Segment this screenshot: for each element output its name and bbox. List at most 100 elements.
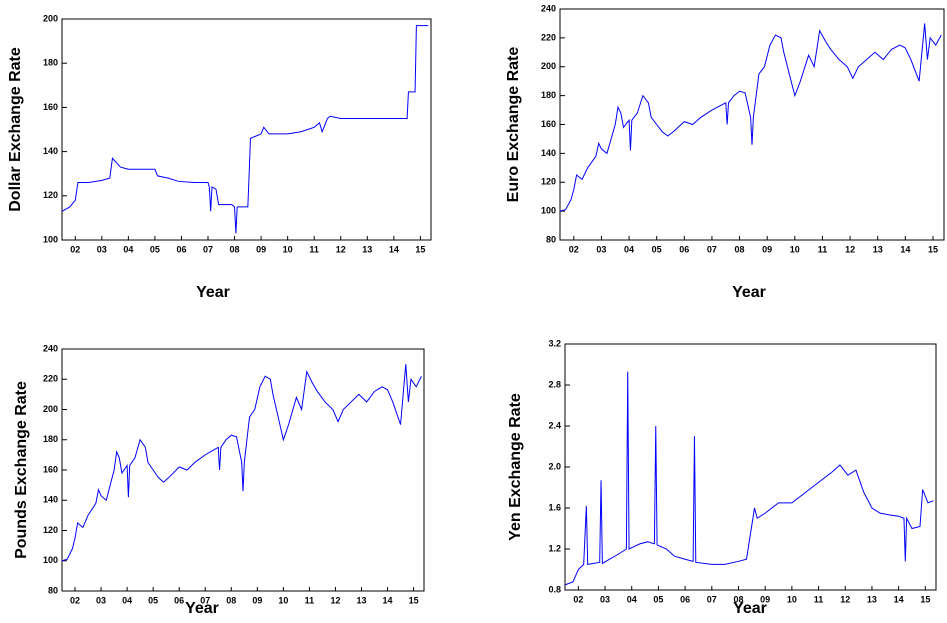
x-tick-label: 12 bbox=[840, 594, 850, 604]
x-tick-label: 05 bbox=[653, 594, 663, 604]
y-axis-title: Euro Exchange Rate bbox=[505, 47, 522, 203]
plot-frame bbox=[559, 8, 945, 241]
x-tick-label: 13 bbox=[362, 244, 372, 254]
y-tick-label: 2.4 bbox=[548, 420, 561, 430]
x-tick-label: 12 bbox=[330, 595, 340, 605]
x-tick-label: 10 bbox=[278, 595, 288, 605]
x-tick-label: 07 bbox=[200, 595, 210, 605]
y-tick-label: 200 bbox=[541, 61, 556, 71]
plot-frame bbox=[61, 348, 425, 592]
x-tick-label: 02 bbox=[70, 244, 80, 254]
x-tick-label: 09 bbox=[256, 244, 266, 254]
y-tick-label: 100 bbox=[43, 555, 58, 565]
y-tick-label: 2.0 bbox=[548, 461, 561, 471]
y-tick-label: 180 bbox=[43, 58, 58, 68]
line-series bbox=[564, 371, 934, 586]
y-tick-label: 100 bbox=[43, 234, 58, 244]
x-tick-label: 11 bbox=[305, 595, 315, 605]
y-tick-label: 140 bbox=[43, 146, 58, 156]
x-tick-label: 02 bbox=[569, 244, 579, 254]
y-tick-label: 160 bbox=[541, 119, 556, 129]
x-tick-label: 08 bbox=[733, 594, 743, 604]
x-tick-label: 03 bbox=[600, 594, 610, 604]
y-axis-title: Yen Exchange Rate bbox=[507, 393, 524, 541]
y-tick-label: 1.6 bbox=[548, 502, 561, 512]
x-tick-label: 14 bbox=[894, 594, 904, 604]
x-tick-label: 11 bbox=[818, 244, 828, 254]
x-tick-label: 15 bbox=[920, 594, 930, 604]
x-tick-label: 05 bbox=[652, 244, 662, 254]
x-tick-label: 10 bbox=[790, 244, 800, 254]
y-tick-label: 200 bbox=[43, 13, 58, 23]
y-tick-label: 2.8 bbox=[548, 379, 561, 389]
y-tick-label: 3.2 bbox=[548, 338, 561, 348]
line-series bbox=[559, 23, 942, 212]
x-axis-title: Year bbox=[185, 600, 219, 617]
x-tick-label: 14 bbox=[389, 244, 399, 254]
x-axis-title: Year bbox=[196, 284, 230, 301]
line-series bbox=[61, 25, 429, 234]
x-tick-label: 08 bbox=[226, 595, 236, 605]
x-axis-title: Year bbox=[732, 284, 766, 301]
x-tick-label: 08 bbox=[735, 244, 745, 254]
x-tick-label: 11 bbox=[309, 244, 319, 254]
x-tick-label: 15 bbox=[415, 244, 425, 254]
x-tick-label: 07 bbox=[203, 244, 213, 254]
x-tick-label: 02 bbox=[573, 594, 583, 604]
y-axis-title: Dollar Exchange Rate bbox=[7, 47, 24, 212]
y-tick-label: 120 bbox=[43, 190, 58, 200]
x-tick-label: 08 bbox=[230, 244, 240, 254]
x-tick-label: 12 bbox=[336, 244, 346, 254]
y-tick-label: 240 bbox=[541, 3, 556, 13]
x-tick-label: 14 bbox=[383, 595, 393, 605]
x-tick-label: 09 bbox=[252, 595, 262, 605]
x-tick-label: 03 bbox=[96, 595, 106, 605]
y-tick-label: 160 bbox=[43, 464, 58, 474]
y-axis-title: Pounds Exchange Rate bbox=[13, 381, 30, 559]
plot-frame bbox=[61, 18, 432, 241]
y-tick-label: 180 bbox=[541, 90, 556, 100]
y-tick-label: 200 bbox=[43, 404, 58, 414]
x-tick-label: 04 bbox=[624, 244, 634, 254]
x-tick-label: 06 bbox=[176, 244, 186, 254]
x-tick-label: 04 bbox=[122, 595, 132, 605]
y-tick-label: 180 bbox=[43, 434, 58, 444]
y-tick-label: 1.2 bbox=[548, 543, 561, 553]
x-tick-label: 06 bbox=[680, 594, 690, 604]
x-tick-label: 03 bbox=[97, 244, 107, 254]
x-tick-label: 13 bbox=[356, 595, 366, 605]
y-tick-label: 160 bbox=[43, 102, 58, 112]
x-tick-label: 10 bbox=[787, 594, 797, 604]
y-tick-label: 220 bbox=[541, 32, 556, 42]
x-tick-label: 04 bbox=[123, 244, 133, 254]
x-tick-label: 15 bbox=[928, 244, 938, 254]
y-tick-label: 120 bbox=[541, 177, 556, 187]
x-tick-label: 15 bbox=[409, 595, 419, 605]
y-tick-label: 140 bbox=[541, 148, 556, 158]
y-tick-label: 140 bbox=[43, 495, 58, 505]
x-tick-label: 07 bbox=[707, 244, 717, 254]
x-tick-label: 09 bbox=[760, 594, 770, 604]
x-tick-label: 04 bbox=[627, 594, 637, 604]
x-tick-label: 06 bbox=[679, 244, 689, 254]
line-series bbox=[61, 364, 422, 562]
x-tick-label: 06 bbox=[174, 595, 184, 605]
y-tick-label: 120 bbox=[43, 525, 58, 535]
y-tick-label: 220 bbox=[43, 374, 58, 384]
x-tick-label: 12 bbox=[845, 244, 855, 254]
y-tick-label: 100 bbox=[541, 206, 556, 216]
x-tick-label: 13 bbox=[873, 244, 883, 254]
x-tick-label: 05 bbox=[148, 595, 158, 605]
x-tick-label: 11 bbox=[814, 594, 824, 604]
x-axis-title: Year bbox=[733, 600, 767, 617]
x-tick-label: 14 bbox=[900, 244, 910, 254]
y-tick-label: 80 bbox=[48, 585, 58, 595]
x-tick-label: 02 bbox=[70, 595, 80, 605]
x-tick-label: 09 bbox=[762, 244, 772, 254]
y-tick-label: 240 bbox=[43, 343, 58, 353]
x-tick-label: 05 bbox=[150, 244, 160, 254]
x-tick-label: 10 bbox=[283, 244, 293, 254]
y-tick-label: 0.8 bbox=[548, 584, 561, 594]
